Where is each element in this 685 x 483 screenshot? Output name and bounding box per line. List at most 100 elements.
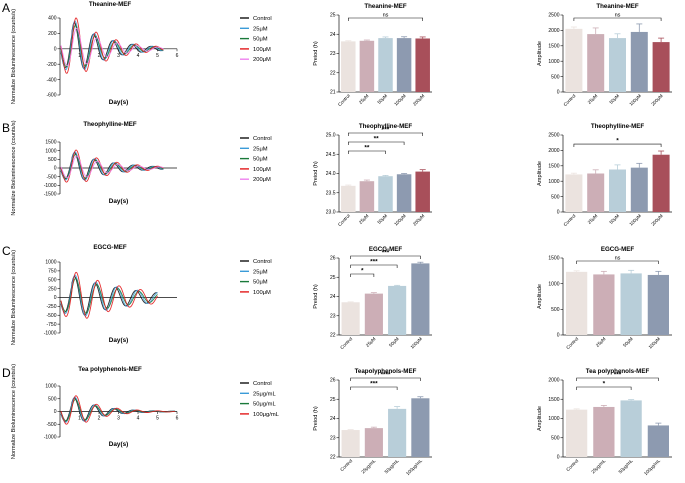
amplitude-category-label: 100μg/mL — [643, 458, 661, 476]
trace-plot-d: Tea polyphenols-MEF -1000 -500 0 500 1000 1 2 3 4… — [11, 364, 280, 459]
amplitude-y-tick-label: 0 — [557, 90, 560, 96]
amplitude-y-tick-label: 0 — [557, 455, 560, 461]
period-category-label: 200μM — [412, 213, 426, 227]
legend-label: 200μM — [253, 177, 271, 183]
amplitude-sig-bracket — [576, 377, 659, 381]
legend-label: 25μM — [253, 269, 268, 275]
trace-series-4 — [60, 27, 164, 67]
period-sig-label: *** — [370, 381, 378, 388]
trace-x-label: Day(s) — [109, 198, 129, 205]
period-category-label: Control — [337, 93, 351, 107]
amplitude-sig-label: ns — [615, 13, 621, 19]
trace-y-tick-label: -1000 — [44, 183, 57, 189]
amplitude-category-label: 25μM — [587, 213, 599, 225]
amplitude-sig-bracket — [576, 260, 659, 264]
legend-label: 25μM — [253, 146, 268, 152]
trace-y-tick-label: -400 — [46, 77, 56, 83]
legend-label: 50μM — [253, 157, 268, 163]
amplitude-sig-bracket — [573, 143, 662, 148]
trace-y-tick-label: -1000 — [44, 435, 57, 441]
panel-letter: B — [2, 121, 10, 135]
period-y-tick-label: 22 — [330, 333, 336, 339]
legend-label: 50μM — [253, 280, 268, 286]
amplitude-y-tick-label: 2000 — [548, 28, 559, 34]
period-category-label: 25μg/mL — [360, 458, 377, 475]
trace-x-label: Day(s) — [109, 337, 129, 344]
legend-label: 25μM — [253, 26, 268, 32]
amplitude-category-label: 100μM — [628, 93, 642, 107]
amplitude-y-tick-label: 500 — [551, 74, 560, 80]
amplitude-category-label: 50μM — [622, 336, 634, 348]
amplitude-bar — [630, 31, 648, 92]
trace-y-tick-label: 1000 — [45, 148, 56, 154]
period-bar — [396, 174, 412, 212]
period-sig-bracket — [350, 255, 421, 259]
period-bar-chart-c: EGCG-MEF 22 23 24 25 26 Preiod (h) Control 25μM 5… — [313, 246, 432, 350]
trace-y-label: Normalize Bioluminescence (counts/s) — [11, 120, 17, 215]
period-bar — [388, 285, 407, 335]
period-category-label: 25μM — [358, 93, 370, 105]
amplitude-sig-label: ns — [615, 256, 621, 262]
legend-label: Control — [253, 136, 272, 142]
period-sig-bracket — [350, 264, 398, 268]
period-bar — [341, 430, 360, 457]
trace-x-tick-label: 1 — [78, 416, 81, 422]
amplitude-category-label: 200μM — [650, 93, 664, 107]
period-bar-chart-b: Theophylline-MEF 23.0 23.5 24.0 24.5 25.0 Prei… — [313, 123, 432, 227]
period-y-tick-label: 26 — [330, 256, 336, 262]
period-bar — [411, 398, 430, 457]
amplitude-y-tick-label: 1000 — [548, 281, 559, 287]
period-sig-bracket — [350, 377, 421, 381]
period-sig-bracket — [348, 132, 423, 136]
amplitude-y-tick-label: 500 — [551, 307, 560, 313]
trace-y-tick-label: 1000 — [45, 260, 56, 266]
amplitude-category-label: 50μM — [608, 213, 620, 225]
period-y-tick-label: 22 — [330, 455, 336, 461]
trace-y-tick-label: -500 — [46, 422, 56, 428]
amplitude-bar — [565, 409, 588, 457]
amplitude-bar — [593, 274, 615, 335]
amplitude-bar-chart-b: Theophylline-MEF 0 500 1000 1500 2000 2500 Ampl… — [537, 123, 672, 227]
period-y-tick-label: 23.5 — [326, 190, 336, 196]
period-title: Theophylline-MEF — [359, 123, 413, 130]
amplitude-bar — [647, 425, 670, 457]
amplitude-y-label: Amplitude — [537, 284, 543, 309]
period-bar — [341, 185, 356, 212]
trace-y-label: Normalize Bioluminescence (counts/s) — [11, 364, 17, 459]
period-category-label: 25μM — [365, 336, 377, 348]
period-bar — [364, 293, 383, 335]
period-title: Theanine-MEF — [364, 3, 407, 10]
amplitude-sig-label: *** — [614, 372, 622, 379]
amplitude-bar — [565, 271, 588, 335]
period-y-tick-label: 25 — [330, 13, 336, 19]
amplitude-y-tick-label: 2500 — [548, 133, 559, 139]
amplitude-category-label: 25μg/mL — [590, 458, 607, 475]
legend-label: 100μM — [253, 167, 271, 173]
trace-y-tick-label: 750 — [48, 269, 57, 275]
amplitude-category-label: 100μM — [628, 213, 642, 227]
panel-letter: A — [2, 1, 10, 15]
legend-label: 200μM — [253, 57, 271, 63]
amplitude-bar — [608, 38, 627, 92]
amplitude-title: Theophylline-MEF — [591, 123, 645, 130]
period-y-tick-label: 24.0 — [326, 171, 336, 177]
trace-title: Theophylline-MEF — [83, 121, 137, 128]
amplitude-y-tick-label: 0 — [557, 333, 560, 339]
period-category-label: 100μM — [393, 213, 407, 227]
period-bar — [364, 428, 383, 457]
trace-y-tick-label: -1000 — [44, 331, 57, 337]
period-sig-label: *** — [382, 127, 390, 134]
amplitude-bar-chart-a: Theanine-MEF 0 500 1000 1500 2000 2500 Amplitud… — [537, 3, 672, 107]
trace-x-tick-label: 3 — [117, 416, 120, 422]
trace-x-tick-label: 4 — [137, 53, 140, 59]
trace-plot-b: Theophylline-MEF -1500 -1000 -500 0 500 1000 15… — [11, 120, 272, 215]
amplitude-sig-bracket — [573, 17, 662, 21]
amplitude-sig-bracket — [576, 386, 632, 390]
trace-x-label: Day(s) — [109, 441, 129, 448]
trace-y-label: Normalize Bioluminescence (counts/s) — [11, 250, 17, 345]
period-category-label: 25μM — [358, 213, 370, 225]
legend-label: 50μM — [253, 37, 268, 43]
trace-y-tick-label: -250 — [46, 304, 56, 310]
period-sig-label: *** — [382, 250, 390, 257]
